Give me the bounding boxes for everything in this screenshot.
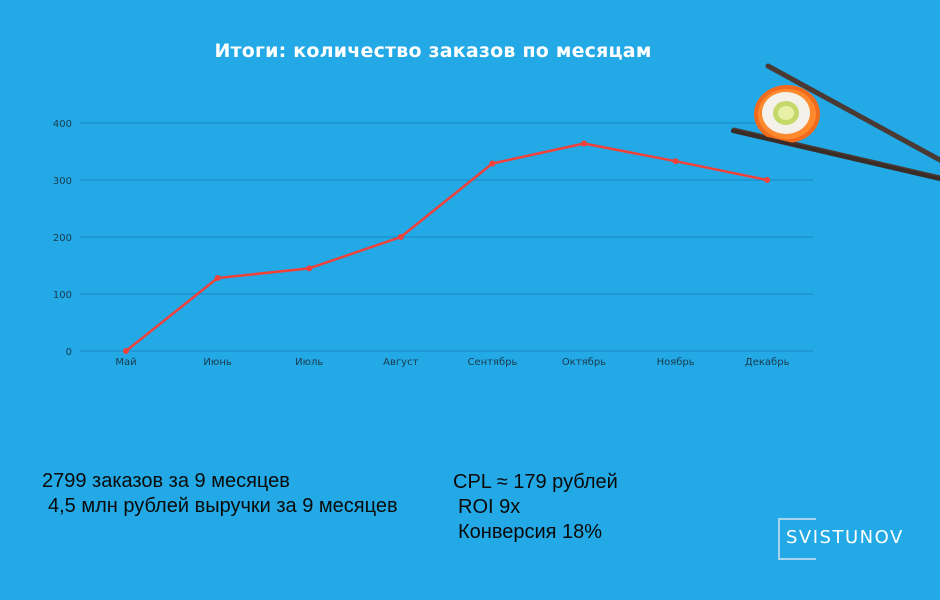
x-tick-label: Август (383, 357, 418, 368)
data-point (123, 348, 129, 354)
y-tick-label: 300 (53, 176, 72, 187)
data-points (123, 140, 771, 354)
x-tick-label: Ноябрь (657, 357, 695, 368)
stat-cpl: CPL ≈ 179 рублей (453, 471, 618, 493)
stat-conversion: Конверсия 18% (458, 521, 603, 543)
logo-frame (778, 518, 816, 560)
logo-text: SVISTUNOV (786, 527, 904, 548)
x-tick-label: Июнь (203, 357, 231, 368)
y-tick-label: 400 (53, 119, 72, 130)
chart-title: Итоги: количество заказов по месяцам (214, 40, 652, 62)
data-point (489, 160, 496, 167)
x-tick-label: Декабрь (745, 357, 790, 368)
x-tick-labels: Май Июнь Июль Август Сентябрь Октябрь Ноябрь Де… (115, 357, 789, 368)
stat-orders: 2799 заказов за 9 месяцев (42, 470, 290, 492)
y-tick-label: 0 (66, 347, 72, 358)
y-tick-label: 200 (53, 233, 72, 244)
y-tick-labels: 0 100 200 300 400 (53, 119, 72, 358)
data-point (581, 140, 587, 147)
stat-revenue: 4,5 млн рублей выручки за 9 месяцев (48, 495, 398, 517)
svistunov-logo: SVISTUNOV (778, 518, 902, 562)
x-tick-label: Май (115, 357, 136, 368)
data-point (764, 177, 771, 183)
grid-lines (80, 122, 813, 352)
x-tick-label: Июль (295, 357, 323, 368)
data-point (306, 265, 313, 272)
x-tick-label: Сентябрь (467, 357, 517, 368)
x-tick-label: Октябрь (562, 357, 606, 368)
data-point (672, 158, 679, 165)
series-line (125, 142, 768, 352)
y-tick-label: 100 (53, 290, 72, 301)
data-point (397, 234, 404, 240)
stat-roi: ROI 9x (458, 496, 521, 518)
sushi-roll-chopsticks-icon (731, 63, 940, 181)
data-point (214, 275, 221, 282)
